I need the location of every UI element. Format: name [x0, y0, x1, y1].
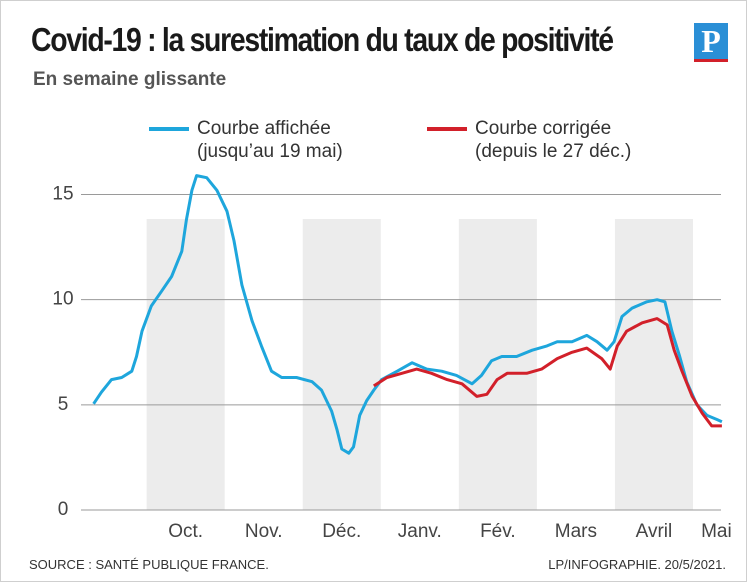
x-tick-label: Mai — [701, 521, 732, 542]
series-line — [372, 317, 722, 428]
source: SOURCE : SANTÉ PUBLIQUE FRANCE. — [29, 557, 269, 572]
y-tick-label: 10 — [52, 289, 73, 310]
series-line — [92, 174, 723, 455]
legend-entry: Courbe affichée (jusqu’au 19 mai) — [149, 117, 343, 163]
x-tick-label: Déc. — [322, 521, 361, 542]
y-tick-label: 0 — [58, 499, 69, 520]
x-tick-label: Nov. — [245, 521, 283, 542]
month-band — [146, 219, 225, 510]
month-band — [458, 219, 537, 510]
month-band — [302, 219, 381, 510]
x-tick-label: Oct. — [168, 521, 203, 542]
legend-label: Courbe corrigée (depuis le 27 déc.) — [475, 118, 632, 162]
x-tick-label: Mars — [555, 521, 597, 542]
x-tick-label: Fév. — [480, 521, 516, 542]
y-tick-label: 15 — [52, 184, 73, 205]
logo: P — [694, 23, 728, 62]
legend-swatch — [149, 127, 189, 131]
x-tick-label: Janv. — [398, 521, 442, 542]
legend-entry: Courbe corrigée (depuis le 27 déc.) — [427, 117, 632, 163]
title: Covid-19 : la surestimation du taux de p… — [31, 21, 614, 58]
credit: LP/INFOGRAPHIE. 20/5/2021. — [548, 557, 726, 572]
x-tick-label: Avril — [636, 521, 673, 542]
y-tick-label: 5 — [58, 394, 69, 415]
subtitle: En semaine glissante — [33, 69, 227, 90]
legend-swatch — [427, 127, 467, 131]
legend-label: Courbe affichée (jusqu’au 19 mai) — [197, 118, 343, 162]
